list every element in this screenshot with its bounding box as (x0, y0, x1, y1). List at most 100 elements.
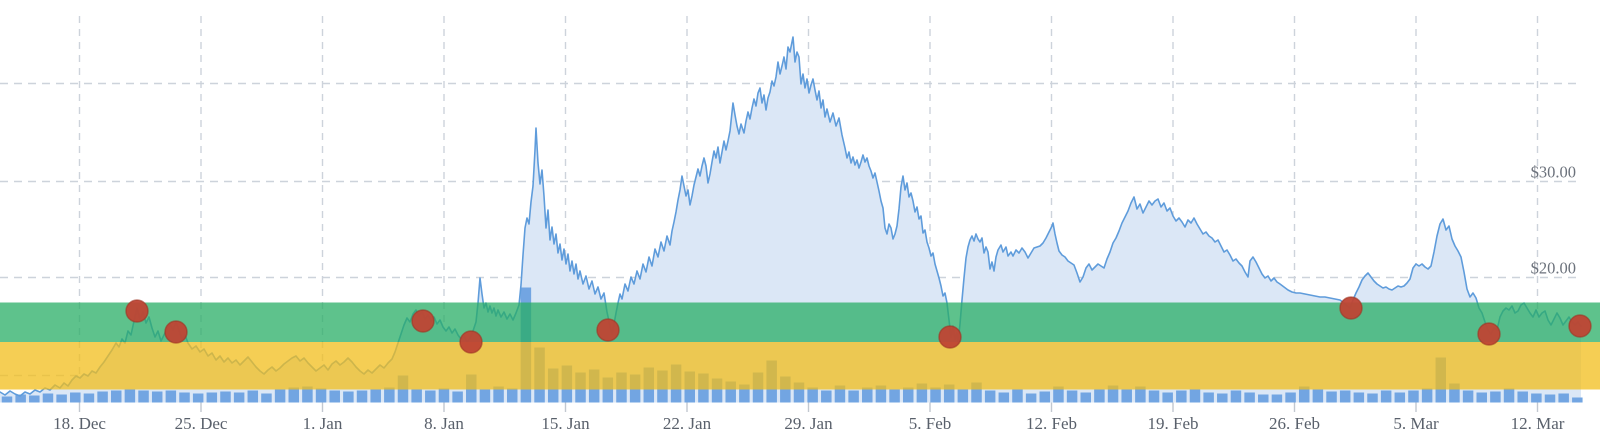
volume-bar (1217, 393, 1228, 403)
volume-bar (1107, 385, 1119, 403)
volume-bar (1558, 393, 1569, 403)
volume-bar (1544, 394, 1556, 403)
volume-bar (943, 384, 955, 403)
volume-bar (179, 392, 190, 403)
volume-bar (711, 378, 723, 403)
volume-bar (1367, 393, 1378, 403)
volume-bar (1121, 389, 1132, 403)
volume-bar (875, 385, 887, 403)
volume-bar (1326, 391, 1337, 403)
volume-bar (1503, 388, 1515, 403)
x-axis-label: 12. Feb (1026, 414, 1077, 433)
x-axis-label: 26. Feb (1269, 414, 1320, 433)
volume-bar (261, 393, 272, 403)
volume-bar (1094, 389, 1105, 403)
y-axis-label: $30.00 (1531, 163, 1576, 182)
event-markers (125, 296, 1592, 354)
volume-bar (739, 384, 750, 403)
volume-bar (1053, 386, 1064, 403)
volume-bar (206, 392, 218, 403)
volume-bar (274, 389, 286, 403)
volume-bar (821, 390, 832, 403)
event-marker-dot[interactable] (1477, 322, 1501, 346)
volume-bar (602, 377, 614, 403)
volume-bar (452, 391, 463, 403)
volume-bar (807, 387, 818, 403)
lower-band (0, 342, 1600, 390)
x-axis-label: 25. Dec (175, 414, 228, 433)
volume-bar (370, 389, 381, 403)
volume-bar (1203, 392, 1214, 403)
volume-bar (998, 392, 1010, 403)
event-marker-dot[interactable] (1339, 296, 1363, 320)
x-axis-label: 5. Mar (1393, 414, 1439, 433)
x-axis-label: 1. Jan (303, 414, 343, 433)
volume-bar (425, 390, 436, 403)
y-axis-label: $20.00 (1531, 259, 1576, 278)
volume-bar (438, 388, 450, 403)
volume-bar (288, 387, 300, 403)
x-axis-label: 19. Feb (1148, 414, 1199, 433)
volume-bar (916, 383, 928, 403)
volume-bar (984, 390, 996, 403)
volume-bar (834, 385, 846, 403)
x-axis-tick-marks (78, 402, 1539, 412)
volume-bar (1, 396, 13, 403)
volume-bar (192, 393, 204, 403)
volume-bar (1148, 390, 1160, 403)
volume-bar (70, 392, 81, 403)
event-marker-dot[interactable] (164, 320, 188, 344)
volume-bar (151, 391, 163, 403)
volume-bar (1285, 392, 1296, 403)
event-marker-dot[interactable] (125, 299, 149, 323)
event-marker-dot[interactable] (1568, 314, 1592, 338)
x-axis-label: 15. Jan (541, 414, 590, 433)
x-axis-label: 22. Jan (663, 414, 712, 433)
volume-bar (384, 387, 395, 403)
volume-bar (506, 388, 518, 403)
event-marker-dot[interactable] (459, 330, 483, 354)
volume-bar (930, 387, 941, 403)
volume-bar (848, 390, 859, 403)
volume-bar (1380, 390, 1392, 403)
volume-bar (957, 389, 969, 403)
volume-bar (479, 389, 491, 403)
volume-bar (343, 391, 354, 403)
volume-bar (971, 382, 982, 403)
volume-bar (1230, 390, 1242, 403)
volume-bar (1039, 391, 1051, 403)
volume-bar (1339, 390, 1351, 403)
volume-bar (1135, 386, 1146, 403)
event-marker-dot[interactable] (938, 325, 962, 349)
volume-bar (165, 390, 177, 403)
volume-bar (1025, 393, 1037, 403)
volume-bar (233, 392, 245, 403)
volume-bar (356, 390, 368, 403)
volume-bar (1189, 389, 1201, 403)
volume-bar (411, 389, 422, 403)
volume-bar (1066, 390, 1078, 403)
volume-bar (1312, 389, 1324, 403)
volume-bar (1421, 388, 1433, 403)
volume-bar (1353, 392, 1365, 403)
volume-bar (124, 389, 136, 403)
volume-bar (1012, 389, 1023, 403)
volume-bar (1517, 391, 1528, 403)
volume-bar (725, 381, 736, 403)
event-marker-dot[interactable] (411, 309, 435, 333)
volume-bar (1271, 394, 1283, 403)
volume-bar (1408, 390, 1419, 403)
x-axis-label: 18. Dec (53, 414, 106, 433)
volume-bar (220, 391, 231, 403)
upper-band (0, 302, 1600, 342)
x-axis-label: 5. Feb (909, 414, 952, 433)
volume-bar (1572, 397, 1583, 403)
volume-bar (1449, 383, 1460, 403)
x-axis-label: 29. Jan (784, 414, 833, 433)
volume-bar (42, 393, 54, 403)
x-axis-label: 12. Mar (1511, 414, 1565, 433)
volume-bar (1298, 386, 1310, 403)
volume-bar (302, 386, 313, 403)
event-marker-dot[interactable] (596, 318, 620, 342)
